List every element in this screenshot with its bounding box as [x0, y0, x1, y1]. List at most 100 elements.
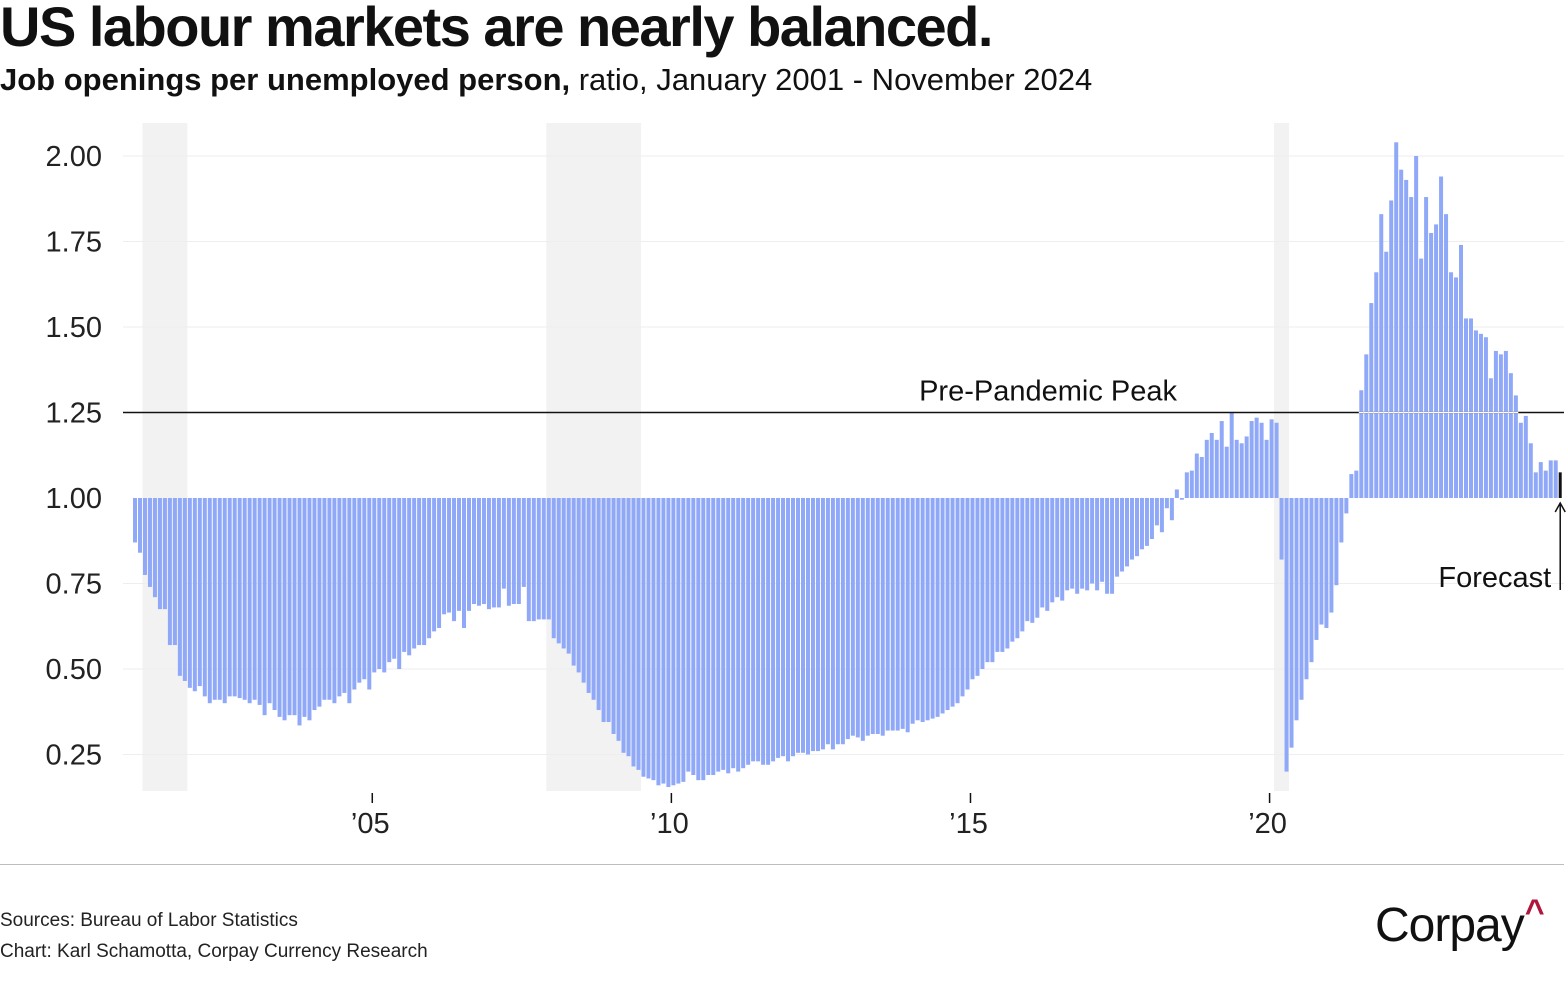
- bar: [890, 498, 895, 731]
- bar: [357, 498, 362, 683]
- bar: [626, 498, 631, 757]
- bar: [975, 498, 980, 676]
- forecast-bar: [1558, 472, 1562, 498]
- bar: [621, 498, 626, 753]
- bar: [820, 498, 825, 750]
- bar: [970, 498, 975, 680]
- bar: [1503, 350, 1508, 498]
- bar: [1020, 498, 1025, 632]
- bar: [800, 498, 805, 753]
- bar: [1209, 433, 1214, 498]
- bar: [895, 498, 900, 731]
- bar: [1334, 498, 1339, 586]
- bar: [1508, 373, 1513, 498]
- bar: [761, 498, 766, 765]
- bar: [1254, 417, 1259, 498]
- bar: [1488, 378, 1493, 498]
- pre-pandemic-peak-label: Pre-Pandemic Peak: [919, 376, 1177, 408]
- bar: [237, 498, 242, 699]
- bar: [676, 498, 681, 784]
- bar: [521, 498, 526, 587]
- bar: [1404, 179, 1409, 498]
- bar: [432, 498, 437, 632]
- bar: [1244, 436, 1249, 498]
- bar: [1274, 422, 1279, 498]
- bar: [442, 498, 447, 615]
- bar: [157, 498, 162, 610]
- bar: [1249, 421, 1254, 498]
- bar: [860, 498, 865, 741]
- bar: [666, 498, 671, 787]
- bar: [162, 498, 167, 610]
- bar: [601, 498, 606, 723]
- bar: [1364, 354, 1369, 498]
- bar: [496, 498, 501, 608]
- bar: [486, 498, 491, 610]
- bar: [1384, 251, 1389, 498]
- bar: [1518, 422, 1523, 498]
- bar: [167, 498, 172, 646]
- bar: [297, 498, 302, 726]
- bar: [641, 498, 646, 777]
- bar: [1085, 498, 1090, 591]
- bar: [1065, 498, 1070, 591]
- bar: [756, 498, 761, 762]
- bar: [1179, 498, 1184, 500]
- chart-title: US labour markets are nearly balanced.: [0, 0, 993, 58]
- bar: [332, 498, 337, 704]
- bar: [1139, 498, 1144, 550]
- bar: [791, 498, 796, 757]
- bar: [1548, 460, 1553, 498]
- bar: [466, 498, 471, 611]
- bar: [417, 498, 422, 646]
- bar: [781, 498, 786, 757]
- bar: [1000, 498, 1005, 652]
- bar: [596, 498, 601, 711]
- bar: [611, 498, 616, 734]
- bar: [172, 498, 177, 646]
- bar: [1483, 337, 1488, 498]
- bar: [741, 498, 746, 769]
- credit-text: Chart: Karl Schamotta, Corpay Currency R…: [0, 941, 428, 962]
- bar: [581, 498, 586, 683]
- bar: [1329, 498, 1334, 613]
- y-tick-label: 0.50: [46, 654, 102, 686]
- bar: [302, 498, 307, 717]
- bar: [1414, 156, 1419, 498]
- bar: [352, 498, 357, 690]
- y-tick-label: 0.25: [46, 740, 102, 772]
- bar: [865, 498, 870, 736]
- bar: [1234, 439, 1239, 498]
- y-tick-label: 1.50: [46, 312, 102, 344]
- bar: [965, 498, 970, 690]
- bar: [501, 498, 506, 589]
- bar: [1294, 498, 1299, 721]
- bar: [985, 498, 990, 663]
- bar: [307, 498, 312, 721]
- bar: [362, 498, 367, 680]
- bar: [796, 498, 801, 753]
- forecast-arrow-head-icon: [1554, 501, 1566, 513]
- bar: [1060, 498, 1065, 601]
- bar: [850, 498, 855, 736]
- forecast-annotation: Forecast: [1438, 501, 1566, 594]
- bar: [516, 498, 521, 605]
- bar: [427, 498, 432, 639]
- bar: [1095, 498, 1100, 591]
- bar: [566, 498, 571, 654]
- bar: [1523, 415, 1528, 498]
- bar: [1289, 498, 1294, 748]
- x-tick-label: ’20: [1248, 808, 1287, 840]
- bar: [407, 498, 412, 656]
- bar: [1229, 412, 1234, 498]
- bar: [1543, 470, 1548, 498]
- bar: [1439, 176, 1444, 498]
- bar: [1473, 330, 1478, 498]
- bar: [910, 498, 915, 724]
- bar: [980, 498, 985, 669]
- bar: [1538, 462, 1543, 498]
- bar: [1259, 422, 1264, 498]
- bar: [671, 498, 676, 786]
- bar: [1533, 472, 1538, 498]
- bar: [935, 498, 940, 717]
